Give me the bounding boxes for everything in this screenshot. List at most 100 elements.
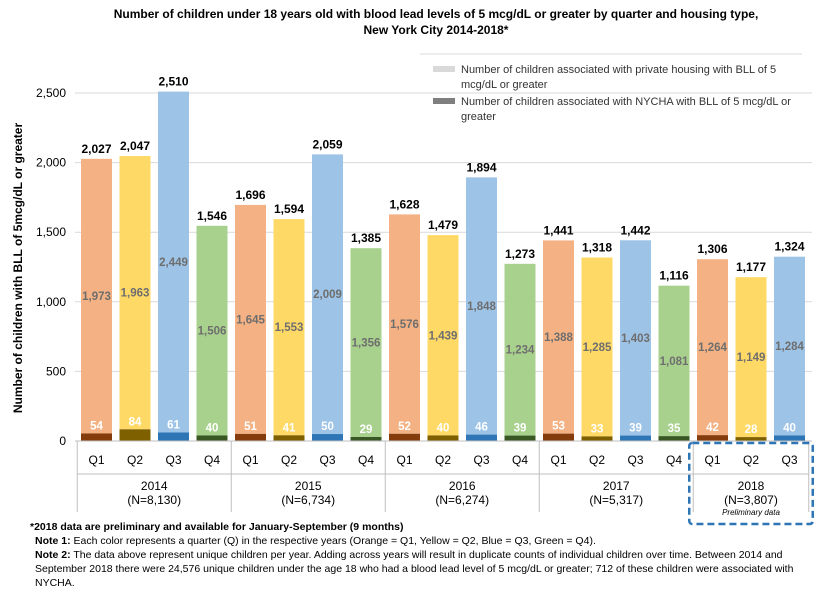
bar-nycha-2018-Q3	[774, 435, 805, 441]
x-group-count: (N=6,734)	[281, 493, 335, 507]
bar-private-2017-Q1	[543, 240, 574, 434]
x-group-count: (N=5,317)	[589, 493, 643, 507]
chart-title-line2: New York City 2014-2018*	[364, 23, 509, 37]
bar-nycha-2014-Q4	[196, 435, 228, 441]
y-tick-label: 0	[59, 434, 66, 448]
legend: Number of children associated with priva…	[420, 53, 802, 123]
bar-nycha-2017-Q1	[543, 433, 574, 441]
bar-private-2016-Q3	[466, 177, 497, 435]
bar-nycha-2014-Q2	[119, 429, 151, 441]
bar-total-label: 1,177	[736, 260, 766, 274]
x-group-year: 2017	[603, 479, 630, 493]
x-tick-label: Q4	[666, 453, 682, 467]
bar-nycha-label: 50	[321, 421, 334, 433]
bar-private-label: 1,081	[660, 356, 689, 368]
bar-nycha-label: 39	[629, 423, 642, 435]
bar-total-label: 1,324	[774, 240, 804, 254]
bar-private-label: 1,645	[236, 314, 265, 326]
x-tick-label: Q1	[242, 453, 258, 467]
bar-nycha-2014-Q1	[81, 433, 112, 441]
legend-label-private: Number of children associated with priva…	[461, 64, 776, 91]
x-tick-label: Q3	[781, 453, 797, 467]
bar-private-label: 1,403	[621, 333, 650, 345]
bar-private-2015-Q2	[273, 219, 305, 436]
x-group-count: (N=6,274)	[435, 493, 489, 507]
x-tick-label: Q3	[473, 453, 489, 467]
bar-nycha-2018-Q1	[697, 435, 728, 441]
bar-private-2014-Q1	[81, 158, 112, 434]
bar-nycha-label: 46	[475, 422, 488, 434]
x-tick-label: Q2	[743, 453, 759, 467]
x-axis: Q1 Q2 Q3 Q4 Q1 Q2 Q3 Q4 Q1 Q2 Q3 Q4 Q1 Q2 Q3 Q4 Q1 Q2 Q3 20…	[75, 440, 814, 526]
bar-private-2018-Q1	[697, 259, 728, 436]
bar-private-label: 2,009	[313, 289, 342, 301]
x-group-year: 2018	[738, 479, 765, 493]
x-tick-label: Q2	[281, 453, 297, 467]
bar-nycha-2017-Q3	[620, 435, 651, 441]
x-tick-label: Q4	[358, 453, 374, 467]
bar-total-label: 1,696	[235, 188, 265, 202]
bar-nycha-label: 40	[783, 422, 796, 434]
bar-nycha-label: 54	[90, 420, 103, 432]
bar-nycha-label: 40	[206, 422, 219, 434]
x-tick-label: Q1	[704, 453, 720, 467]
bar-private-label: 1,439	[429, 330, 458, 342]
bar-nycha-label: 39	[514, 423, 527, 435]
bar-private-2014-Q3	[158, 91, 189, 433]
bar-private-2015-Q1	[235, 204, 266, 434]
bar-total-label: 1,594	[274, 202, 304, 216]
x-tick-label: Q3	[165, 453, 181, 467]
x-group-year: 2014	[141, 479, 168, 493]
bar-total-label: 2,059	[312, 137, 342, 151]
bar-nycha-2015-Q1	[235, 433, 266, 441]
note-1: Note 1: Each color represents a quarter …	[35, 535, 596, 547]
x-tick-label: Q2	[589, 453, 605, 467]
x-group-year: 2016	[449, 479, 476, 493]
bar-total-label: 1,306	[697, 242, 727, 256]
bar-nycha-label: 51	[244, 421, 257, 433]
legend-label-nycha: Number of children associated with NYCHA…	[461, 96, 791, 123]
x-group-count: (N=3,807)	[724, 493, 778, 507]
bar-private-2017-Q2	[581, 257, 613, 437]
bar-nycha-label: 29	[360, 424, 373, 436]
x-tick-label: Q2	[127, 453, 143, 467]
bar-nycha-label: 28	[745, 424, 758, 436]
x-group-year: 2015	[295, 479, 322, 493]
bar-private-label: 1,149	[737, 352, 766, 364]
bar-private-label: 1,963	[121, 288, 150, 300]
bar-private-2014-Q2	[119, 156, 151, 430]
bar-private-2017-Q3	[620, 240, 651, 436]
x-tick-label: Q4	[204, 453, 220, 467]
bar-total-label: 1,273	[505, 247, 535, 261]
bar-nycha-label: 40	[437, 422, 450, 434]
bar-private-2016-Q1	[389, 214, 420, 434]
bar-nycha-2015-Q3	[312, 434, 343, 441]
bar-nycha-label: 52	[398, 421, 411, 433]
bar-total-label: 1,546	[197, 209, 227, 223]
bar-nycha-2018-Q2	[735, 437, 767, 441]
bar-private-label: 1,973	[82, 291, 111, 303]
bar-private-label: 1,553	[275, 322, 304, 334]
x-tick-label: Q3	[627, 453, 643, 467]
legend-swatch-nycha	[433, 98, 455, 104]
x-group-count: (N=8,130)	[127, 493, 181, 507]
bar-total-label: 1,479	[428, 218, 458, 232]
y-tick-label: 500	[46, 364, 66, 378]
bar-private-label: 1,848	[467, 301, 496, 313]
bar-private-label: 1,234	[506, 345, 535, 357]
bar-nycha-2017-Q2	[581, 436, 613, 441]
legend-swatch-private	[433, 66, 455, 72]
note-2: Note 2: The data above represent unique …	[35, 549, 794, 589]
bar-total-label: 1,318	[582, 241, 612, 255]
y-tick-label: 1,000	[36, 295, 66, 309]
bar-nycha-label: 41	[283, 422, 296, 434]
bar-private-2015-Q4	[350, 248, 382, 437]
bar-nycha-2016-Q3	[466, 434, 497, 441]
bar-private-label: 2,449	[159, 257, 188, 269]
x-tick-label: Q4	[512, 453, 528, 467]
bar-nycha-2016-Q1	[389, 433, 420, 441]
bar-nycha-label: 33	[591, 423, 604, 435]
bar-private-2018-Q3	[774, 256, 805, 436]
chart-title-line1: Number of children under 18 years old wi…	[114, 7, 759, 21]
y-tick-label: 2,500	[36, 86, 66, 100]
